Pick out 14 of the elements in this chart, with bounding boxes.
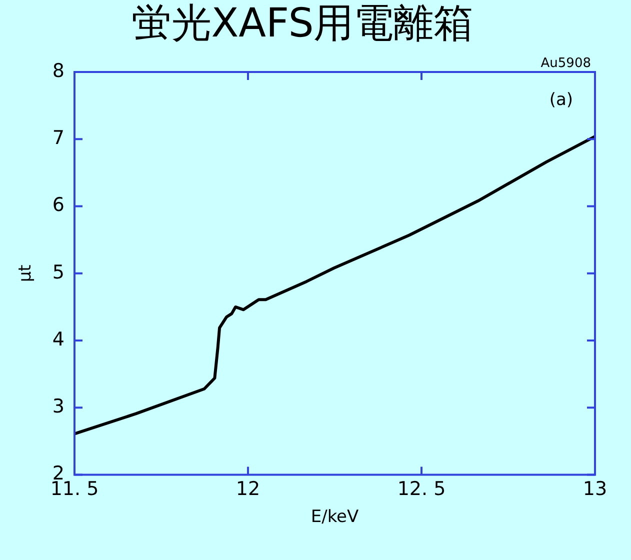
x-tick-label: 12 [236, 478, 260, 500]
annotation: (a) [549, 90, 573, 110]
y-tick-label: 6 [52, 194, 64, 216]
x-tick-label: 12. 5 [397, 478, 446, 500]
x-axis-title: E/keV [310, 507, 360, 528]
text: Au5908 [540, 56, 591, 71]
x-tick-label: 13 [582, 478, 608, 500]
y-tick-label: 8 [52, 60, 64, 82]
y-tick-label: 5 [52, 261, 64, 284]
y-axis-title: μt [16, 264, 36, 282]
chart-title: 蛍光XAFS用電離箱 [131, 0, 474, 46]
y-tick-label: 7 [52, 127, 64, 150]
y-tick-label: 4 [52, 328, 64, 350]
y-tick-label: 3 [52, 396, 64, 418]
